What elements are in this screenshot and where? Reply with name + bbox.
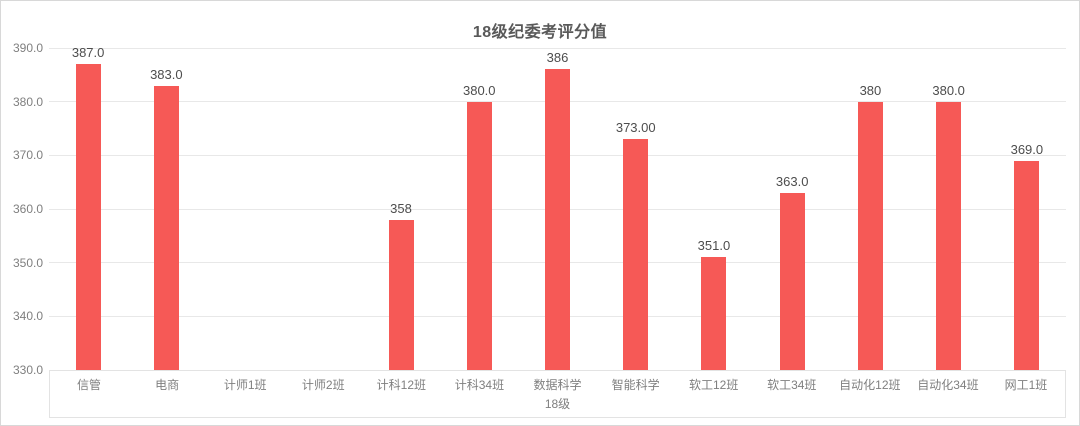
bar-value-label: 363.0 — [775, 173, 809, 189]
bar[interactable] — [466, 101, 492, 370]
bar-value-label: 380.0 — [462, 82, 496, 98]
y-axis-tick-label: 340.0 — [12, 309, 43, 324]
gridline — [49, 47, 1066, 49]
x-axis-category-label: 软工34班 — [767, 378, 817, 392]
bar-value-label: 369.0 — [1010, 141, 1044, 157]
bar-value-label: 351.0 — [697, 238, 731, 254]
x-axis-category-label: 自动化12班 — [839, 378, 901, 392]
x-axis-category-label: 计科12班 — [376, 378, 427, 392]
x-axis-category-label: 智能科学 — [611, 378, 660, 392]
x-axis-category-label: 信管 — [77, 378, 102, 392]
bar-value-label: 383.0 — [150, 66, 183, 82]
x-axis-category-label: 软工12班 — [688, 378, 739, 392]
x-axis-category-label: 计科34班 — [454, 378, 505, 392]
bar[interactable] — [857, 101, 883, 370]
x-axis-group-label: 18级 — [544, 397, 571, 411]
bar[interactable] — [153, 85, 179, 370]
bar[interactable] — [75, 64, 101, 370]
x-axis-category-label: 数据科学 — [533, 378, 582, 392]
chart-title: 18级纪委考评分值 — [472, 24, 608, 41]
bar[interactable] — [779, 192, 805, 370]
bar[interactable] — [388, 219, 414, 370]
x-axis-category-label: 计师2班 — [301, 378, 345, 392]
x-axis-category-label: 电商 — [155, 378, 180, 392]
bar-value-label: 387.0 — [71, 45, 105, 61]
bar-value-label: 386 — [546, 50, 569, 66]
bar[interactable] — [623, 139, 649, 370]
y-axis-tick-label: 370.0 — [12, 148, 43, 163]
y-axis-tick-label: 380.0 — [12, 94, 43, 109]
bar-value-label: 380.0 — [932, 82, 965, 98]
y-axis-tick-label: 360.0 — [12, 202, 43, 216]
x-axis-category-label: 计师1班 — [223, 378, 267, 392]
y-axis: 330.0 340.0 350.0 360.0 370.0 380.0 390.0 — [1, 41, 43, 377]
y-axis-tick-label: 330.0 — [12, 363, 43, 377]
bar[interactable] — [545, 69, 570, 370]
x-axis-category-label: 网工1班 — [1004, 378, 1048, 392]
x-axis-category-row: 信管 电商 计师1班 计师2班 计科12班 计科34班 数据科学 智能科学 软工12班 软工34班… — [50, 371, 1065, 392]
x-axis-box: 信管 电商 计师1班 计师2班 计科12班 计科34班 数据科学 智能科学 软工12班 软工34班… — [49, 370, 1066, 418]
bar[interactable] — [936, 101, 962, 370]
bar-value-label: 358 — [390, 200, 412, 216]
x-axis-category-label: 自动化34班 — [917, 378, 979, 392]
bar-value-label: 380 — [859, 82, 882, 98]
bar-value-label: 373.00 — [615, 120, 656, 136]
plot-area: 387.0 383.0 358 380.0 386 373.00 351.0 363.0 380… — [49, 45, 1066, 371]
bar[interactable] — [701, 257, 727, 370]
y-axis-tick-label: 350.0 — [12, 255, 43, 270]
bar[interactable] — [1014, 160, 1040, 370]
y-axis-tick-label: 390.0 — [12, 41, 43, 55]
